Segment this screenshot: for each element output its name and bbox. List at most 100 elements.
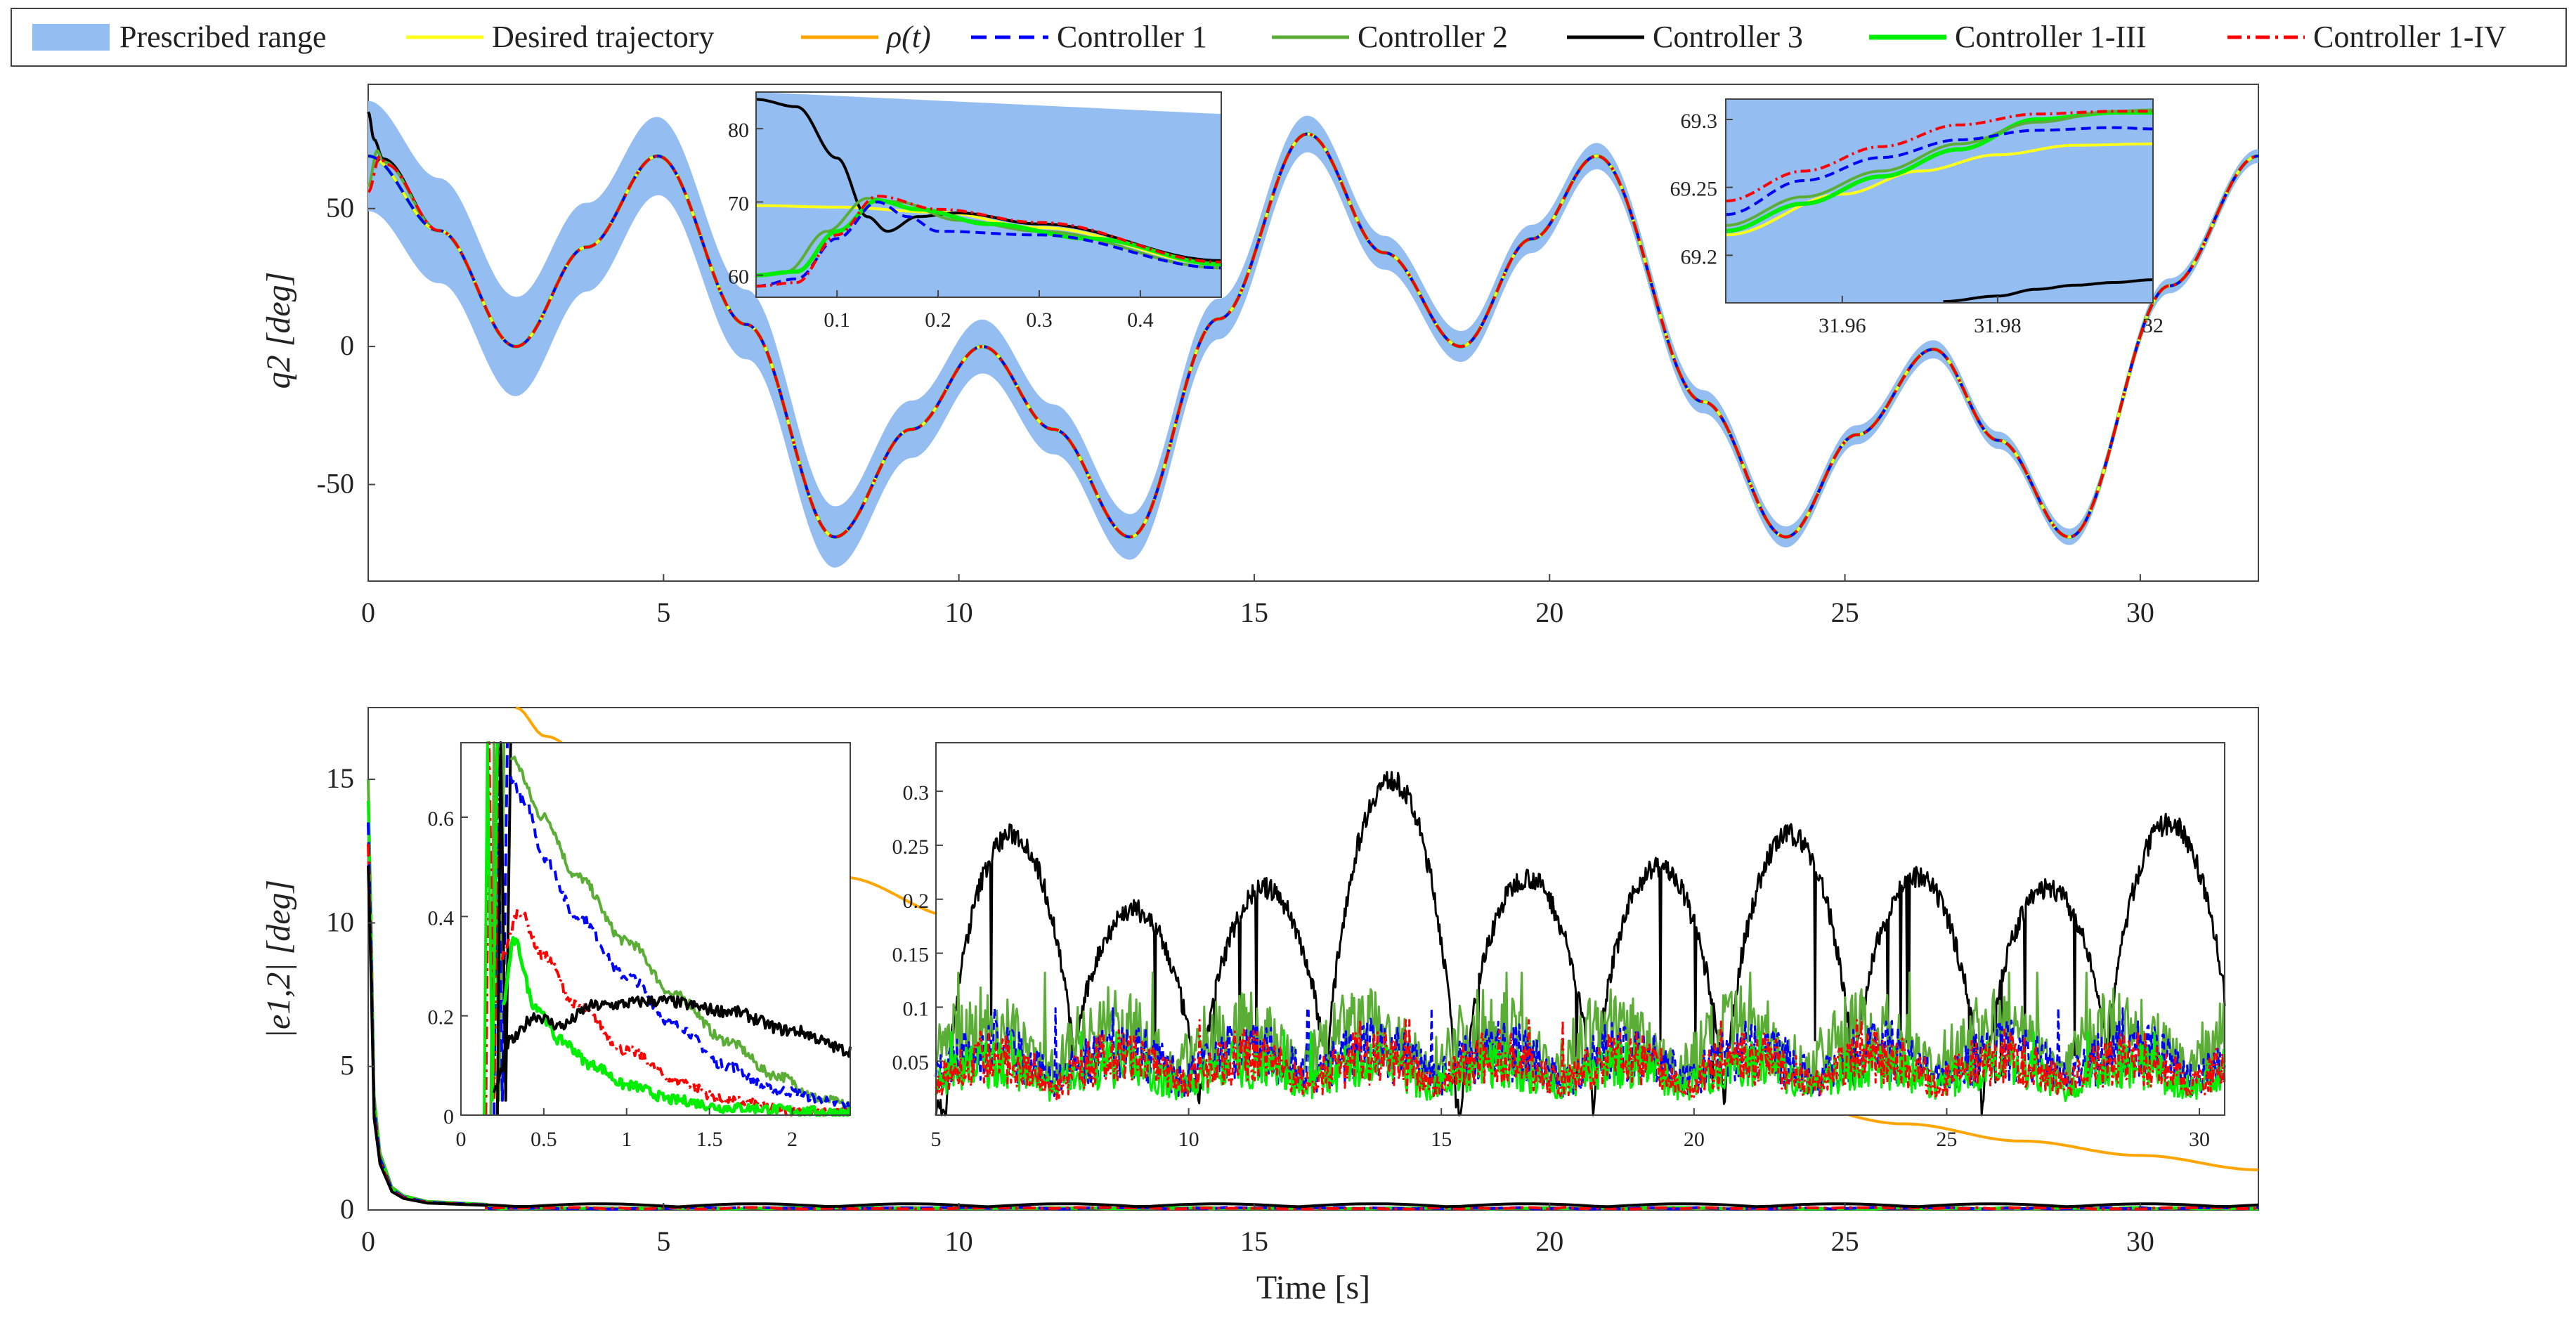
top-inset-end-lines: [1725, 108, 2154, 304]
y-tick-label: 0.25: [892, 835, 930, 859]
x-tick-label: 25: [1831, 1225, 1859, 1257]
x-tick-label: 10: [1178, 1128, 1199, 1151]
bottom-inset-start-line-controller-1: [509, 776, 852, 1110]
y-tick-label: 0: [340, 330, 354, 361]
top-inset-start-band-area: [756, 92, 1221, 297]
x-tick-label: 5: [656, 1225, 670, 1257]
x-tick-label: 0.5: [531, 1128, 557, 1151]
x-tick-label: 20: [1535, 1225, 1563, 1257]
x-tick-label: 0.2: [925, 308, 951, 332]
bottom-line-controller-1-iv: [367, 844, 2259, 1211]
x-tick-label: 1.5: [696, 1128, 723, 1151]
top-inset-start-frame: [755, 91, 1222, 298]
y-tick-label: -50: [317, 468, 354, 500]
top-inset-end-frame: [1725, 98, 2154, 304]
x-tick-label: 5: [931, 1128, 942, 1151]
x-tick-label: 10: [945, 597, 973, 628]
top-inset-start-band: [756, 92, 1221, 297]
top-prescribed-range-band: [368, 100, 2258, 568]
bottom-inset-start-spike-controller-1-iii: [483, 741, 499, 1116]
x-tick-label: 15: [1240, 1225, 1268, 1257]
bottom-inset-main-lines: [935, 771, 2226, 1117]
x-tick-label: 2: [787, 1128, 798, 1151]
x-tick-label: 30: [2126, 1225, 2154, 1257]
top-inset-end-line-controller-3: [1943, 278, 2154, 304]
x-tick-label: 15: [1240, 597, 1268, 628]
bottom-y-axis-label: |e1,2| [deg]: [260, 880, 297, 1039]
y-tick-label: 0: [340, 1193, 354, 1225]
top-inset-end-line-controller-1-iv: [1725, 110, 2153, 202]
x-tick-label: 10: [945, 1225, 973, 1257]
legend-item-controller-1-iv: Controller 1-IV: [2227, 20, 2506, 54]
y-tick-label: 50: [326, 192, 354, 223]
y-tick-label: 69.3: [1681, 110, 1718, 133]
y-tick-label: 0.2: [903, 890, 930, 913]
top-inset-start: 0.1 0.2 0.3 0.4 60 70 80: [728, 91, 1222, 332]
x-tick-label: 0: [361, 1225, 375, 1257]
y-tick-label: 0: [443, 1105, 454, 1128]
legend-item-rho: ρ(t): [801, 20, 931, 54]
top-line-controller-1: [367, 132, 2259, 539]
bottom-inset-start-spike-controller-3: [495, 741, 512, 1116]
y-tick-label: 0.2: [428, 1006, 455, 1029]
top-inset-start-lines: [755, 98, 1222, 288]
legend: Prescribed range Desired trajectory ρ(t)…: [11, 8, 2567, 67]
top-panel: 0 5 10 15 20 25 30 -50 0 50 q2 [deg] 0.1 0.2 0.3 0.4…: [260, 84, 2259, 628]
x-tick-label: 1: [621, 1128, 632, 1151]
y-tick-label: 80: [728, 119, 749, 142]
bottom-inset-main-line-controller-3: [935, 771, 2226, 1117]
legend-item-controller-1: Controller 1: [971, 20, 1207, 54]
y-tick-label: 0.3: [903, 781, 930, 805]
legend-item-controller-3: Controller 3: [1567, 20, 1803, 54]
legend-label-controller-1-iv: Controller 1-IV: [2313, 20, 2506, 54]
bottom-inset-main-line-controller-1-iii: [935, 1031, 2226, 1102]
top-inset-end-ticks: 31.96 31.98 32 69.2 69.25 69.3: [1670, 110, 2164, 337]
y-tick-label: 0.05: [892, 1051, 930, 1074]
bottom-inset-start-frame: [460, 742, 851, 1116]
x-tick-label: 30: [2126, 597, 2154, 628]
y-tick-label: 60: [728, 266, 749, 289]
bottom-inset-main: 5 10 15 20 25 30 0.05 0.1 0.15 0.2 0.25 0.3: [892, 742, 2226, 1151]
bottom-x-axis-label: Time [s]: [1256, 1269, 1370, 1306]
y-tick-label: 69.25: [1670, 178, 1718, 201]
top-inset-start-ticks: 0.1 0.2 0.3 0.4 60 70 80: [728, 119, 1154, 332]
legend-item-prescribed-range: Prescribed range: [32, 20, 326, 54]
x-tick-label: 25: [1936, 1128, 1957, 1151]
legend-label-rho: ρ(t): [885, 20, 931, 54]
bottom-inset-main-frame: [935, 742, 2225, 1116]
x-tick-label: 0.1: [824, 308, 850, 332]
x-tick-label: 25: [1831, 597, 1859, 628]
legend-label-controller-1: Controller 1: [1057, 20, 1207, 54]
x-tick-label: 20: [1684, 1128, 1705, 1151]
bottom-inset-start: 0 0.5 1 1.5 2 0 0.2 0.4 0.6: [428, 741, 852, 1151]
y-tick-label: 5: [340, 1050, 354, 1081]
x-tick-label: 31.98: [1974, 314, 2022, 337]
top-inset-end: 31.96 31.98 32 69.2 69.25 69.3: [1670, 98, 2164, 337]
top-inset-end-line-desired-trajectory: [1726, 142, 2153, 237]
y-tick-label: 70: [728, 192, 749, 215]
legend-label-controller-3: Controller 3: [1653, 20, 1803, 54]
legend-item-controller-1-iii: Controller 1-III: [1869, 20, 2146, 54]
legend-label-prescribed-range: Prescribed range: [119, 20, 326, 54]
legend-item-desired-trajectory: Desired trajectory: [406, 20, 714, 54]
bottom-inset-start-ticks: 0 0.5 1 1.5 2 0 0.2 0.4 0.6: [428, 807, 798, 1151]
y-tick-label: 0.1: [903, 997, 930, 1020]
legend-label-controller-1-iii: Controller 1-III: [1955, 20, 2146, 54]
top-inset-end-band: [1726, 99, 2153, 303]
legend-label-controller-2: Controller 2: [1358, 20, 1508, 54]
top-band-area: [368, 100, 2258, 568]
x-tick-label: 30: [2189, 1128, 2210, 1151]
x-tick-label: 0.3: [1026, 308, 1053, 332]
bottom-inset-start-line-controller-3: [493, 994, 852, 1093]
x-tick-label: 15: [1431, 1128, 1452, 1151]
y-tick-label: 15: [326, 762, 354, 794]
y-tick-label: 0.4: [428, 906, 455, 930]
top-inset-start-line-controller-1-iv: [755, 195, 1221, 288]
top-axis-ticks: 0 5 10 15 20 25 30 -50 0 50: [317, 192, 2154, 628]
top-inset-start-line-desired-trajectory: [756, 204, 1221, 266]
y-tick-label: 10: [326, 906, 354, 937]
bottom-inset-main-line-controller-1-iv: [935, 1019, 2226, 1100]
